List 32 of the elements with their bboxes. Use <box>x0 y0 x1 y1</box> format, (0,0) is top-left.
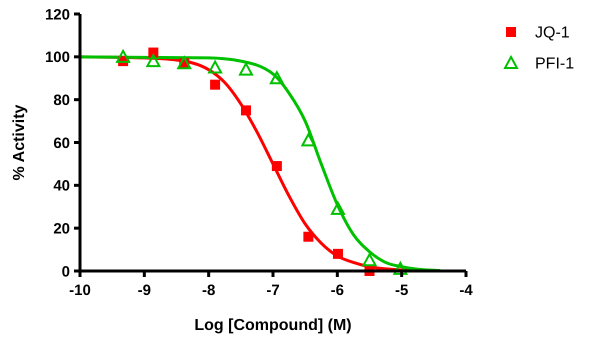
point <box>270 71 284 84</box>
legend-label: PFI-1 <box>535 56 574 73</box>
y-tick-label: 60 <box>53 134 70 152</box>
point <box>272 161 282 172</box>
y-tick-label: 0 <box>62 263 70 280</box>
y-tick-label: 40 <box>53 178 70 195</box>
legend-label: JQ-1 <box>535 24 570 42</box>
y-tick-label: 120 <box>44 6 70 24</box>
y-tick-label: 100 <box>44 49 70 66</box>
point <box>238 62 253 76</box>
x-tick-label: -8 <box>202 282 216 299</box>
x-tick-label: -9 <box>138 282 152 299</box>
point <box>240 105 251 116</box>
point <box>393 262 408 275</box>
x-tick-label: -10 <box>69 282 91 299</box>
x-tick-label: -6 <box>330 282 344 299</box>
x-tick-label: -7 <box>266 282 280 299</box>
point <box>301 133 316 146</box>
point <box>362 253 376 266</box>
y-tick-label: 80 <box>53 92 70 109</box>
y-axis-title: % Activity <box>11 104 28 180</box>
point <box>146 54 160 68</box>
x-tick-label: -5 <box>394 282 408 299</box>
x-tick-label: -4 <box>459 282 474 299</box>
point <box>210 80 220 90</box>
point <box>208 60 222 74</box>
point <box>332 248 343 259</box>
point <box>116 50 130 63</box>
x-axis-title: Log [Compound] (M) <box>194 317 352 334</box>
point <box>330 202 345 215</box>
y-tick-label: 20 <box>53 220 70 238</box>
point <box>303 232 314 242</box>
